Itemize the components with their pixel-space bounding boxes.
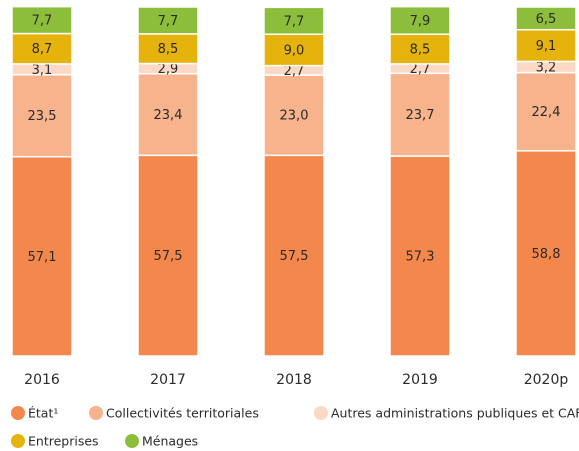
data-label: 23,0 bbox=[280, 109, 309, 124]
legend-label: Autres administrations publiques et CAF bbox=[331, 406, 579, 421]
data-label: 8,7 bbox=[32, 42, 53, 57]
data-label: 2,9 bbox=[158, 62, 179, 77]
data-label: 57,5 bbox=[280, 249, 309, 264]
data-label: 9,0 bbox=[284, 43, 305, 58]
bar-segment bbox=[11, 32, 73, 65]
data-label: 2,7 bbox=[410, 62, 431, 77]
data-label: 3,2 bbox=[536, 61, 557, 76]
data-label: 22,4 bbox=[532, 105, 561, 120]
x-tick-label: 2020p bbox=[524, 372, 569, 388]
data-label: 7,9 bbox=[410, 14, 431, 29]
bar-segment bbox=[389, 5, 451, 35]
bar-segment bbox=[389, 155, 451, 357]
bar-segment bbox=[263, 74, 325, 157]
data-label: 6,5 bbox=[536, 12, 557, 27]
bar-segment bbox=[263, 154, 325, 357]
bar-segment bbox=[389, 72, 451, 157]
data-label: 9,1 bbox=[536, 39, 557, 54]
legend-label: Ménages bbox=[142, 434, 198, 449]
data-label: 57,5 bbox=[154, 249, 183, 264]
legend-label: État¹ bbox=[28, 406, 58, 421]
data-label: 7,7 bbox=[32, 14, 53, 29]
bar-segment bbox=[137, 72, 199, 157]
bar-segment bbox=[515, 150, 577, 357]
bar-segment bbox=[263, 6, 325, 35]
bar-segment bbox=[11, 5, 73, 35]
x-tick-label: 2019 bbox=[402, 372, 438, 388]
legend-marker bbox=[89, 406, 103, 420]
data-label: 8,5 bbox=[410, 43, 431, 58]
data-label: 8,5 bbox=[158, 42, 179, 57]
legend-marker bbox=[125, 434, 139, 448]
legend-marker bbox=[11, 406, 25, 420]
data-label: 23,4 bbox=[154, 108, 183, 123]
legend-label: Entreprises bbox=[28, 434, 99, 449]
bar-segment bbox=[137, 6, 199, 35]
legend-label: Collectivités territoriales bbox=[106, 406, 259, 421]
legend-marker bbox=[11, 434, 25, 448]
legend-marker bbox=[314, 406, 328, 420]
bar-segment bbox=[11, 73, 73, 158]
data-label: 23,5 bbox=[28, 109, 57, 124]
data-label: 23,7 bbox=[406, 108, 435, 123]
bar-segment bbox=[515, 6, 577, 31]
data-label: 7,7 bbox=[284, 14, 305, 29]
x-tick-label: 2017 bbox=[150, 372, 186, 388]
x-tick-label: 2018 bbox=[276, 372, 312, 388]
data-label: 57,3 bbox=[406, 250, 435, 265]
data-label: 57,1 bbox=[28, 250, 57, 265]
data-label: 3,1 bbox=[32, 63, 53, 78]
x-tick-label: 2016 bbox=[24, 372, 60, 388]
data-label: 7,7 bbox=[158, 14, 179, 29]
data-label: 2,7 bbox=[284, 64, 305, 79]
bar-segment bbox=[11, 155, 73, 357]
bar-segment bbox=[263, 33, 325, 67]
data-label: 58,8 bbox=[532, 247, 561, 262]
bar-segment bbox=[137, 33, 199, 65]
